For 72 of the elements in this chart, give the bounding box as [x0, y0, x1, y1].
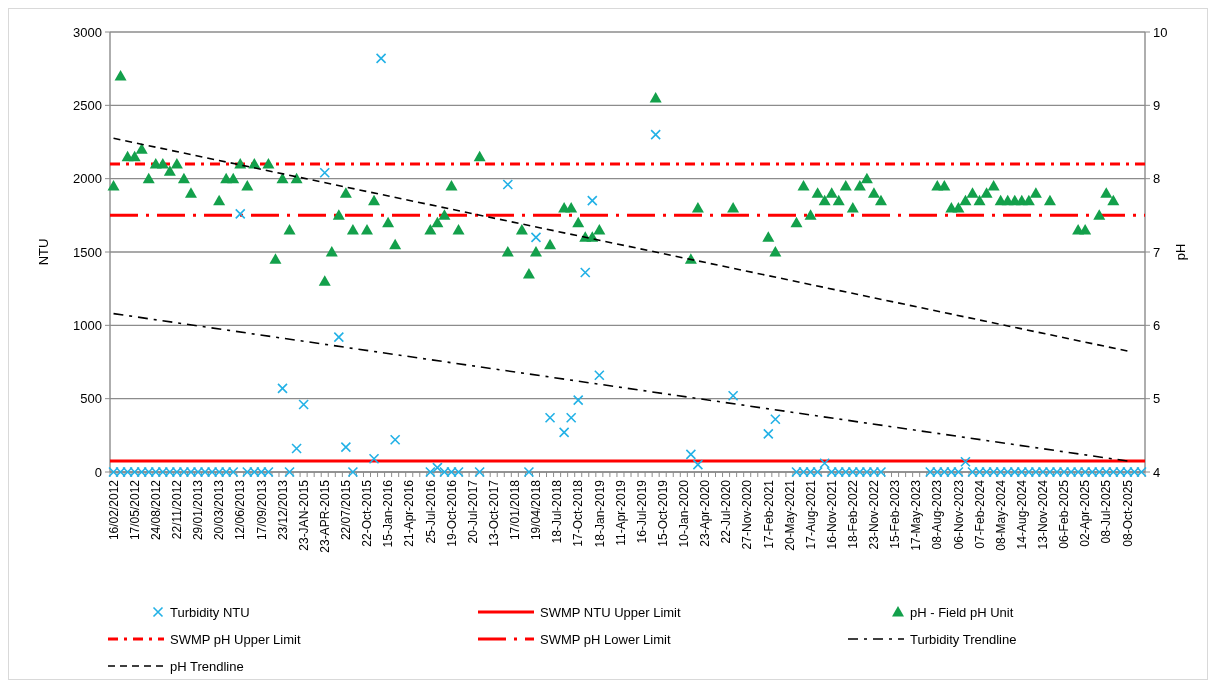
legend-label: pH Trendline	[170, 658, 244, 674]
x-tick-label: 08-Jul-2025	[1099, 479, 1114, 544]
x-tick-label: 18-Jan-2019	[592, 479, 607, 548]
x-tick-label: 08-Aug-2023	[930, 479, 945, 550]
x-tick-label: 19/04/2018	[529, 479, 544, 541]
x-tick-label: 23/12/2013	[275, 479, 290, 541]
x-tick-label: 23-JAN-2015	[296, 479, 311, 551]
y2-tick-label: 4	[1153, 464, 1161, 480]
x-tick-label: 22/11/2012	[170, 479, 185, 540]
y2-tick-label: 5	[1153, 391, 1161, 407]
x-tick-label: 17/01/2018	[508, 479, 523, 541]
y2-tick-label: 9	[1153, 97, 1161, 113]
x-tick-label: 20-May-2021	[782, 479, 797, 551]
x-tick-label: 16/02/2012	[106, 479, 121, 541]
x-tick-label: 17-Oct-2018	[571, 479, 586, 547]
x-tick-label: 18-Feb-2022	[846, 479, 861, 549]
x-tick-label: 08-May-2024	[993, 479, 1008, 551]
x-tick-label: 17-Aug-2021	[803, 479, 818, 550]
x-tick-label: 21-Apr-2016	[402, 479, 417, 547]
x-tick-label: 23-Nov-2022	[867, 479, 882, 550]
x-tick-label: 17-May-2023	[909, 479, 924, 551]
legend-label: Turbidity NTU	[170, 604, 250, 620]
x-tick-label: 22/07/2015	[339, 479, 354, 541]
x-tick-label: 17/05/2012	[127, 479, 142, 541]
x-tick-label: 15-Jan-2016	[381, 479, 396, 548]
legend-label: SWMP pH Upper Limit	[170, 631, 301, 647]
x-tick-label: 11-Apr-2019	[613, 479, 628, 546]
x-tick-label: 13-Oct-2017	[486, 479, 501, 547]
y-tick-label: 500	[80, 391, 102, 407]
x-tick-label: 16-Nov-2021	[824, 479, 839, 550]
legend-label: Turbidity Trendline	[910, 631, 1017, 647]
x-tick-label: 16-Jul-2019	[634, 479, 649, 544]
y-tick-label: 3000	[73, 24, 102, 40]
y-tick-label: 0	[94, 464, 102, 480]
x-tick-label: 22-Oct-2015	[360, 479, 375, 547]
legend-label: pH - Field pH Unit	[910, 604, 1014, 620]
x-tick-label: 07-Feb-2024	[972, 479, 987, 549]
x-tick-label: 22-Jul-2020	[719, 479, 734, 544]
x-tick-label: 17/09/2013	[254, 479, 269, 541]
y-tick-label: 1000	[73, 317, 102, 333]
x-tick-label: 18-Jul-2018	[550, 479, 565, 544]
y-axis-title: NTU	[36, 238, 51, 266]
y2-axis-title: pH	[1173, 243, 1188, 261]
x-tick-label: 29/01/2013	[191, 479, 206, 541]
x-tick-label: 08-Oct-2025	[1120, 479, 1135, 547]
x-tick-label: 06-Nov-2023	[951, 479, 966, 550]
x-tick-label: 25-Jul-2016	[423, 479, 438, 544]
x-tick-label: 15-Oct-2019	[655, 479, 670, 547]
x-tick-label: 10-Jan-2020	[677, 479, 692, 548]
legend-label: SWMP NTU Upper Limit	[540, 604, 681, 620]
x-tick-label: 23-Apr-2020	[698, 479, 713, 547]
y2-tick-label: 6	[1153, 317, 1161, 333]
x-tick-label: 23-APR-2015	[317, 479, 332, 553]
y2-tick-label: 10	[1153, 24, 1168, 40]
x-tick-label: 12/06/2013	[233, 479, 248, 541]
x-tick-label: 19-Oct-2016	[444, 479, 459, 547]
x-tick-label: 20-Jul-2017	[465, 479, 480, 544]
y-tick-label: 2500	[73, 97, 102, 113]
y-tick-label: 2000	[73, 171, 102, 187]
x-tick-label: 17-Feb-2021	[761, 479, 776, 549]
x-tick-label: 20/03/2013	[212, 479, 227, 541]
x-tick-label: 14-Aug-2024	[1014, 479, 1029, 550]
legend-label: SWMP pH Lower Limit	[540, 631, 671, 647]
y2-tick-label: 7	[1153, 244, 1161, 260]
x-tick-label: 02-Apr-2025	[1078, 479, 1093, 547]
x-tick-label: 24/08/2012	[148, 479, 163, 541]
x-tick-label: 06-Feb-2025	[1057, 479, 1072, 549]
x-tick-label: 15-Feb-2023	[888, 479, 903, 549]
x-tick-label: 13-Nov-2024	[1036, 479, 1051, 550]
y-tick-label: 1500	[73, 244, 102, 260]
y2-tick-label: 8	[1153, 171, 1161, 187]
x-tick-label: 27-Nov-2020	[740, 479, 755, 550]
